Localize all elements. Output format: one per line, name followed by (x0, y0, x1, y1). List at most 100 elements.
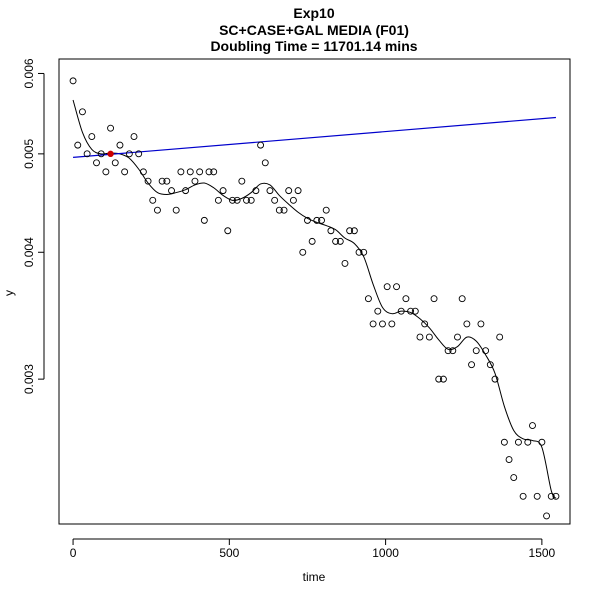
data-point (125, 150, 133, 158)
data-point (529, 422, 536, 430)
data-point (482, 347, 490, 355)
data-point (519, 492, 527, 500)
data-point (275, 206, 283, 214)
data-point (163, 177, 171, 185)
data-point (350, 227, 358, 235)
data-point (224, 227, 232, 235)
data-point (69, 77, 77, 85)
y-tick-label: 0.006 (22, 58, 36, 88)
data-point (191, 177, 199, 185)
y-axis: 0.003 0.004 0.005 0.006 (22, 58, 45, 394)
data-point (458, 295, 466, 303)
data-point (313, 216, 321, 224)
y-tick-label: 0.005 (22, 139, 36, 169)
y-axis-label: y (2, 290, 16, 296)
data-point (172, 206, 180, 214)
data-point (477, 320, 485, 328)
data-point (266, 187, 274, 195)
data-point (439, 375, 447, 383)
data-point (144, 177, 152, 185)
data-point (229, 196, 236, 204)
data-point (271, 196, 279, 204)
data-point (468, 361, 476, 369)
plot-frame (58, 58, 571, 525)
data-point (111, 159, 119, 167)
x-tick-label: 0 (70, 546, 77, 560)
data-point (416, 333, 424, 341)
chart-title: Exp10 (293, 5, 334, 21)
x-axis-label: time (303, 570, 326, 584)
data-point (346, 227, 354, 235)
data-point (116, 141, 124, 149)
data-point (379, 320, 386, 328)
data-point (238, 177, 246, 185)
y-tick-label: 0.003 (22, 364, 36, 394)
data-point (341, 259, 349, 267)
data-point (449, 347, 457, 355)
data-point (524, 438, 532, 446)
data-point (505, 456, 513, 463)
data-point (93, 159, 100, 167)
data-point (374, 307, 382, 315)
data-point (233, 196, 241, 204)
data-point (454, 333, 461, 341)
doubling-fit-line (73, 116, 556, 159)
data-point (168, 187, 175, 195)
data-point (130, 133, 138, 141)
x-tick-label: 1500 (529, 546, 556, 560)
data-point (514, 438, 522, 446)
data-point (107, 124, 115, 132)
data-point (402, 295, 410, 303)
smooth-fit-curve (72, 99, 557, 499)
data-point (102, 168, 110, 176)
chart-subtitle: SC+CASE+GAL MEDIA (F01) (219, 22, 409, 38)
data-point (210, 168, 218, 176)
data-point (74, 141, 82, 149)
data-point (200, 216, 208, 224)
data-point (294, 187, 302, 195)
data-point (308, 237, 316, 245)
data-point (332, 237, 340, 245)
data-point (421, 320, 429, 328)
data-point (393, 283, 400, 291)
data-point (158, 177, 166, 185)
data-point (360, 248, 368, 256)
y-tick-label: 0.004 (22, 237, 36, 267)
data-point (486, 361, 494, 369)
plot-area (69, 77, 560, 520)
data-point (121, 168, 129, 176)
data-point (252, 187, 260, 195)
data-point (88, 133, 96, 141)
data-point (425, 333, 433, 341)
data-point (397, 307, 405, 315)
data-point (214, 196, 222, 204)
data-point (547, 492, 555, 500)
data-point (369, 320, 377, 328)
data-point (205, 168, 213, 176)
data-point (430, 295, 438, 303)
data-point (139, 168, 147, 176)
data-point (177, 168, 185, 176)
data-point (552, 492, 560, 500)
data-point (500, 438, 508, 446)
data-point (538, 438, 546, 446)
data-point (299, 248, 307, 256)
highlight-point (107, 150, 114, 158)
data-point (257, 141, 265, 149)
data-point (261, 159, 269, 167)
data-point (280, 206, 288, 214)
x-axis: 0 500 1000 1500 (70, 538, 556, 560)
data-point (304, 216, 311, 224)
data-point (243, 196, 250, 204)
data-point (510, 474, 518, 481)
data-point (364, 295, 372, 303)
data-point (135, 150, 143, 158)
data-point (543, 512, 551, 520)
data-point (289, 196, 297, 204)
data-point (78, 108, 86, 116)
data-point (355, 248, 363, 256)
data-point (322, 206, 330, 214)
data-point (435, 375, 443, 383)
x-tick-label: 1000 (372, 546, 399, 560)
